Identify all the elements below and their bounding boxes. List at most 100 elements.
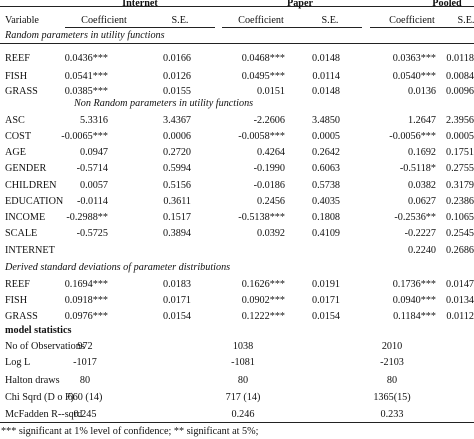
cell-pooled-coef: 0.1736*** <box>392 279 436 290</box>
variable-header: Variable <box>5 15 39 26</box>
cell-pooled-se: 0.0118 <box>446 53 474 64</box>
cell-paper-coef: 0.0468*** <box>241 53 285 64</box>
stat-paper: -1081 <box>231 357 255 368</box>
row-label: SCALE <box>5 228 38 239</box>
cell-internet-coef: 5.3316 <box>79 115 108 126</box>
stat-pooled: 0.233 <box>380 409 404 420</box>
section-nonrandom-params: Non Random parameters in utility functio… <box>74 98 254 109</box>
cell-pooled-coef: 0.1184*** <box>393 311 436 322</box>
cell-pooled-se: 0.0112 <box>446 311 474 322</box>
cell-paper-se: 0.5738 <box>311 180 340 191</box>
section-random-params: Random parameters in utility functions <box>5 30 165 41</box>
cell-paper-se: 0.0005 <box>311 131 340 142</box>
cell-internet-coef: 0.0976*** <box>64 311 108 322</box>
stat-label: Log L <box>5 357 31 368</box>
cell-internet-coef: 0.0436*** <box>64 53 108 64</box>
cell-pooled-se: 0.2755 <box>445 163 474 174</box>
cell-paper-se: 0.0191 <box>311 279 340 290</box>
stat-internet: 80 <box>79 375 91 386</box>
stat-internet: 660 (14) <box>67 392 103 403</box>
footnote: *** significant at 1% level of confidenc… <box>1 426 259 437</box>
cell-pooled-se: 0.3179 <box>445 180 474 191</box>
cell-pooled-coef: 0.0627 <box>407 196 436 207</box>
cell-paper-se: 0.0148 <box>311 53 340 64</box>
cell-paper-coef: -2.2606 <box>253 115 285 126</box>
row-label: FISH <box>5 295 28 306</box>
cell-pooled-coef: -0.2536** <box>394 212 436 223</box>
cell-internet-coef: 0.1694*** <box>64 279 108 290</box>
cell-paper-se: 0.0154 <box>311 311 340 322</box>
cell-internet-se: 0.0171 <box>162 295 191 306</box>
cell-internet-se: 3.4367 <box>162 115 191 126</box>
cell-paper-coef: 0.2456 <box>256 196 285 207</box>
cell-paper-se: 0.0171 <box>311 295 340 306</box>
cell-internet-se: 0.0126 <box>162 71 191 82</box>
cell-paper-se: 0.6063 <box>311 163 340 174</box>
cell-pooled-coef: -0.0056*** <box>389 131 436 142</box>
cell-internet-se: 0.0006 <box>162 131 191 142</box>
cell-internet-coef: 0.0385*** <box>64 86 108 97</box>
group-rule-pooled <box>370 27 474 28</box>
cell-pooled-se: 2.3956 <box>445 115 474 126</box>
row-label: GRASS <box>5 311 38 322</box>
cell-internet-coef: -0.5714 <box>76 163 108 174</box>
cell-internet-coef: -0.0065*** <box>61 131 108 142</box>
top-rule <box>0 6 474 7</box>
stat-label: Halton draws <box>5 375 60 386</box>
cell-pooled-se: 0.0147 <box>445 279 474 290</box>
cell-pooled-se: 0.0005 <box>445 131 474 142</box>
cell-internet-se: 0.0183 <box>162 279 191 290</box>
cell-paper-coef: 0.0151 <box>256 86 285 97</box>
cell-paper-coef: -0.1990 <box>253 163 285 174</box>
cell-paper-coef: 0.1222*** <box>241 311 285 322</box>
stat-label: Chi Sqrd (D o F) <box>5 392 75 403</box>
cell-paper-coef: -0.5138*** <box>238 212 285 223</box>
row-label: ASC <box>5 115 25 126</box>
cell-internet-se: 0.0154 <box>162 311 191 322</box>
stat-paper: 1038 <box>232 341 254 352</box>
cell-internet-coef: -0.5725 <box>76 228 108 239</box>
cell-paper-coef: 0.0392 <box>256 228 285 239</box>
stat-pooled: -2103 <box>380 357 404 368</box>
coef-header-paper: Coefficient <box>238 15 284 26</box>
cell-internet-se: 0.5994 <box>162 163 191 174</box>
cell-internet-se: 0.3611 <box>163 196 191 207</box>
row-label: INCOME <box>5 212 46 223</box>
coef-header-pooled: Coefficient <box>389 15 435 26</box>
stat-paper: 80 <box>237 375 249 386</box>
cell-paper-se: 0.0114 <box>312 71 340 82</box>
section-derived-sd: Derived standard deviations of parameter… <box>5 262 231 273</box>
coef-header-internet: Coefficient <box>81 15 127 26</box>
se-header-paper: S.E. <box>321 15 339 26</box>
row-label: REEF <box>5 279 30 290</box>
section-model-statistics: model statistics <box>5 325 72 336</box>
group-rule-paper <box>222 27 362 28</box>
cell-pooled-coef: 0.0363*** <box>392 53 436 64</box>
cell-paper-se: 0.4109 <box>311 228 340 239</box>
row-label: CHILDREN <box>5 180 57 191</box>
cell-pooled-se: 0.2386 <box>445 196 474 207</box>
cell-internet-coef: 0.0918*** <box>64 295 108 306</box>
cell-pooled-coef: 0.0940*** <box>392 295 436 306</box>
stat-label: No of Observations <box>5 341 85 352</box>
stat-pooled: 2010 <box>381 341 403 352</box>
cell-internet-se: 0.5156 <box>162 180 191 191</box>
cell-pooled-se: 0.0096 <box>445 86 474 97</box>
row-label: FISH <box>5 71 28 82</box>
group-header-internet: Internet <box>122 0 158 9</box>
se-header-pooled: S.E. <box>457 15 474 26</box>
row-label: AGE <box>5 147 26 158</box>
cell-pooled-coef: 0.1692 <box>407 147 436 158</box>
cell-paper-se: 0.0148 <box>311 86 340 97</box>
cell-internet-se: 0.0166 <box>162 53 191 64</box>
cell-paper-coef: 0.4264 <box>256 147 285 158</box>
se-header-internet: S.E. <box>171 15 189 26</box>
row-label: GENDER <box>5 163 47 174</box>
cell-pooled-se: 0.2545 <box>445 228 474 239</box>
stat-internet: 0.245 <box>73 409 97 420</box>
cell-paper-coef: -0.0186 <box>253 180 285 191</box>
stat-label: McFadden R--sqrd <box>5 409 83 420</box>
cell-pooled-se: 0.2686 <box>445 245 474 256</box>
cell-paper-coef: 0.0495*** <box>241 71 285 82</box>
row-label: EDUCATION <box>5 196 64 207</box>
